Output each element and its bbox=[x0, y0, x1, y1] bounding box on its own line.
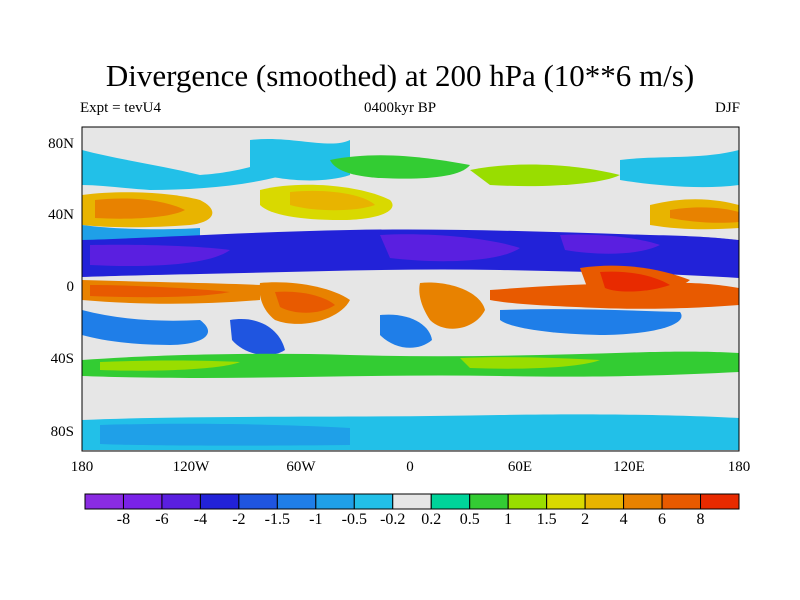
lat-label-40s: 40S bbox=[50, 351, 74, 367]
colorbar-label: -4 bbox=[193, 511, 208, 528]
colorbar-label: -0.5 bbox=[341, 511, 367, 528]
colorbar-label: 6 bbox=[658, 511, 667, 528]
chart-title: Divergence (smoothed) at 200 hPa (10**6 … bbox=[105, 58, 695, 93]
map-frame bbox=[81, 126, 740, 452]
colorbar-label: -1 bbox=[309, 511, 323, 528]
experiment-label: Expt = tevU4 bbox=[80, 100, 161, 116]
colorbar-swatch bbox=[392, 493, 432, 510]
period-label: 0400kyr BP bbox=[363, 100, 437, 116]
colorbar-swatch bbox=[84, 493, 124, 510]
colorbar-label: 2 bbox=[581, 511, 590, 528]
colorbar-label: -8 bbox=[116, 511, 131, 528]
lon-label-120w: 120W bbox=[172, 459, 210, 475]
colorbar-label: 1.5 bbox=[536, 511, 557, 528]
colorbar-swatch bbox=[122, 493, 163, 510]
colorbar-swatch bbox=[315, 493, 355, 510]
lon-label-120e: 120E bbox=[613, 459, 645, 475]
colorbar-swatch bbox=[430, 493, 471, 510]
colorbar-label: 0.5 bbox=[459, 511, 480, 528]
lat-label-40n: 40N bbox=[48, 207, 74, 223]
colorbar-swatch bbox=[199, 493, 240, 510]
lon-label-0: 0 bbox=[406, 459, 414, 475]
colorbar-swatch bbox=[661, 493, 702, 510]
colorbar-swatch bbox=[546, 493, 586, 510]
colorbar-swatch bbox=[700, 493, 740, 510]
colorbar-swatch bbox=[276, 493, 317, 510]
lon-label-60w: 60W bbox=[286, 459, 316, 475]
colorbar-label: -6 bbox=[155, 511, 169, 528]
lat-label-0: 0 bbox=[66, 279, 75, 295]
colorbar-swatch bbox=[584, 493, 625, 510]
lon-label-60e: 60E bbox=[507, 459, 533, 475]
colorbar-swatch bbox=[623, 493, 663, 510]
colorbar-label: -1.5 bbox=[264, 511, 290, 528]
colorbar-label: 1 bbox=[504, 511, 513, 528]
lat-label-80s: 80S bbox=[50, 424, 74, 440]
colorbar-label: -0.2 bbox=[380, 511, 406, 528]
map-field bbox=[82, 127, 739, 451]
lon-label-180w: 180 bbox=[70, 459, 94, 475]
colorbar-swatch bbox=[238, 493, 278, 510]
colorbar-swatch bbox=[161, 493, 201, 510]
lat-label-80n: 80N bbox=[48, 136, 74, 152]
colorbar-swatch bbox=[469, 493, 509, 510]
colorbar-label: 4 bbox=[619, 511, 628, 528]
colorbar-label: -2 bbox=[232, 511, 246, 528]
season-label: DJF bbox=[714, 100, 740, 116]
colorbar-swatch bbox=[353, 493, 394, 510]
lon-label-180e: 180 bbox=[727, 459, 751, 475]
colorbar-label: 0.2 bbox=[421, 511, 442, 528]
colorbar-swatch bbox=[507, 493, 548, 510]
colorbar-label: 8 bbox=[696, 511, 705, 528]
colorbar bbox=[84, 493, 740, 510]
